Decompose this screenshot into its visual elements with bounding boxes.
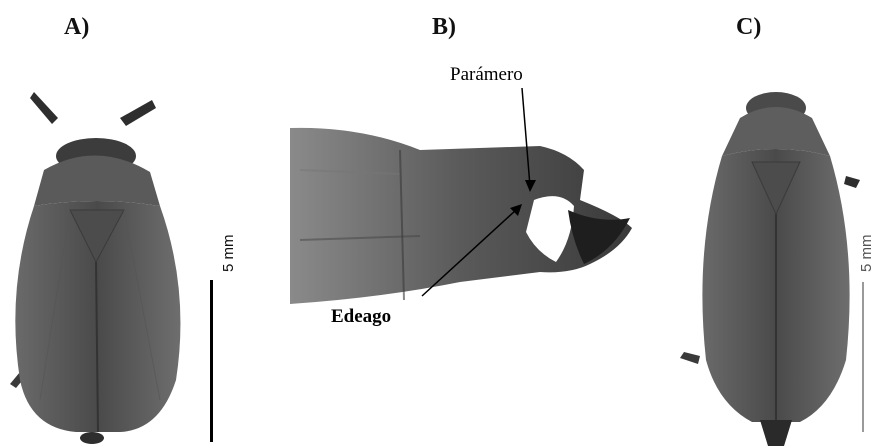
panel-b-label: B) xyxy=(432,14,456,40)
insect-c-image xyxy=(680,92,860,446)
insect-b-image xyxy=(290,127,632,304)
paramero-label: Parámero xyxy=(450,64,523,85)
edeago-label: Edeago xyxy=(331,306,392,327)
scale-c-label: 5 mm xyxy=(858,234,875,273)
scale-bar-c xyxy=(862,282,864,432)
arrow-edeago xyxy=(421,204,522,297)
panel-a-label: A) xyxy=(64,14,90,40)
insect-a-image xyxy=(10,92,181,444)
scale-a-label: 5 mm xyxy=(220,234,237,273)
arrow-paramero xyxy=(521,87,536,192)
panel-c-label: C) xyxy=(736,14,762,40)
scale-bar-a xyxy=(210,280,213,442)
